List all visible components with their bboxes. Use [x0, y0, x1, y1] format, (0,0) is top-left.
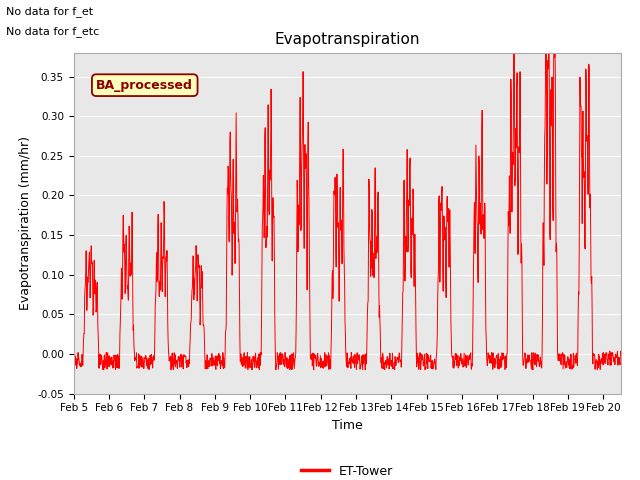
ET-Tower: [628, 358, 636, 363]
Line: ET-Tower: ET-Tower: [74, 0, 638, 370]
ET-Tower: [490, 350, 497, 356]
ET-Tower: [572, 350, 580, 356]
ET-Tower: [248, 367, 256, 372]
Text: BA_processed: BA_processed: [96, 79, 193, 92]
ET-Tower: [634, 350, 640, 356]
ET-Tower: [70, 366, 77, 372]
Text: No data for f_et: No data for f_et: [6, 6, 93, 17]
Legend: ET-Tower: ET-Tower: [296, 460, 398, 480]
Text: No data for f_etc: No data for f_etc: [6, 25, 100, 36]
ET-Tower: [158, 282, 166, 288]
Y-axis label: Evapotranspiration (mm/hr): Evapotranspiration (mm/hr): [19, 136, 31, 310]
ET-Tower: [331, 192, 339, 198]
ET-Tower: [342, 329, 349, 335]
Title: Evapotranspiration: Evapotranspiration: [275, 33, 420, 48]
X-axis label: Time: Time: [332, 419, 363, 432]
